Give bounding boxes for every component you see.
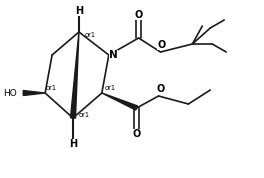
Text: O: O xyxy=(157,40,166,50)
Text: H: H xyxy=(69,139,77,149)
Text: or1: or1 xyxy=(79,112,90,118)
Text: or1: or1 xyxy=(85,32,96,38)
Text: or1: or1 xyxy=(45,85,56,91)
Text: O: O xyxy=(156,84,165,94)
Text: O: O xyxy=(133,129,141,139)
Text: HO: HO xyxy=(3,88,17,98)
Text: O: O xyxy=(135,10,143,20)
Text: N: N xyxy=(109,50,118,60)
Polygon shape xyxy=(70,32,79,118)
Polygon shape xyxy=(23,90,45,96)
Text: or1: or1 xyxy=(105,85,116,91)
Text: H: H xyxy=(75,6,83,16)
Polygon shape xyxy=(102,93,138,110)
